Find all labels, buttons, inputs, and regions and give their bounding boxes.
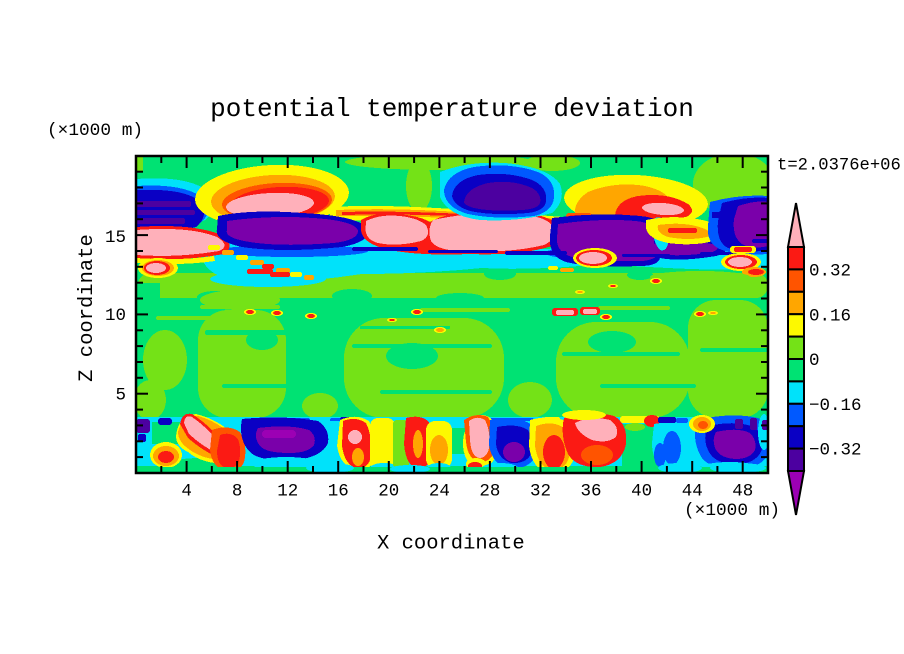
svg-text:32: 32: [530, 482, 551, 502]
svg-text:10: 10: [105, 306, 126, 326]
svg-text:5: 5: [115, 386, 126, 406]
svg-text:12: 12: [277, 482, 298, 502]
svg-text:15: 15: [105, 228, 126, 248]
svg-text:0.32: 0.32: [809, 262, 851, 282]
svg-text:16: 16: [328, 482, 349, 502]
svg-text:−0.16: −0.16: [809, 396, 862, 416]
svg-text:24: 24: [429, 482, 450, 502]
svg-text:X coordinate: X coordinate: [377, 533, 525, 556]
svg-text:36: 36: [580, 482, 601, 502]
svg-text:8: 8: [232, 482, 243, 502]
svg-text:4: 4: [181, 482, 192, 502]
svg-text:−0.32: −0.32: [809, 440, 862, 460]
svg-text:(×1000 m): (×1000 m): [684, 501, 780, 521]
svg-text:potential temperature deviatio: potential temperature deviation: [210, 94, 694, 124]
svg-text:(×1000 m): (×1000 m): [47, 121, 143, 141]
svg-text:28: 28: [479, 482, 500, 502]
svg-text:20: 20: [378, 482, 399, 502]
svg-text:40: 40: [631, 482, 652, 502]
svg-text:44: 44: [682, 482, 703, 502]
svg-text:0.16: 0.16: [809, 306, 851, 326]
svg-text:t=2.0376e+06: t=2.0376e+06: [777, 157, 901, 176]
svg-text:Z coordinate: Z coordinate: [76, 234, 99, 382]
svg-text:0: 0: [809, 351, 820, 371]
svg-text:48: 48: [732, 482, 753, 502]
